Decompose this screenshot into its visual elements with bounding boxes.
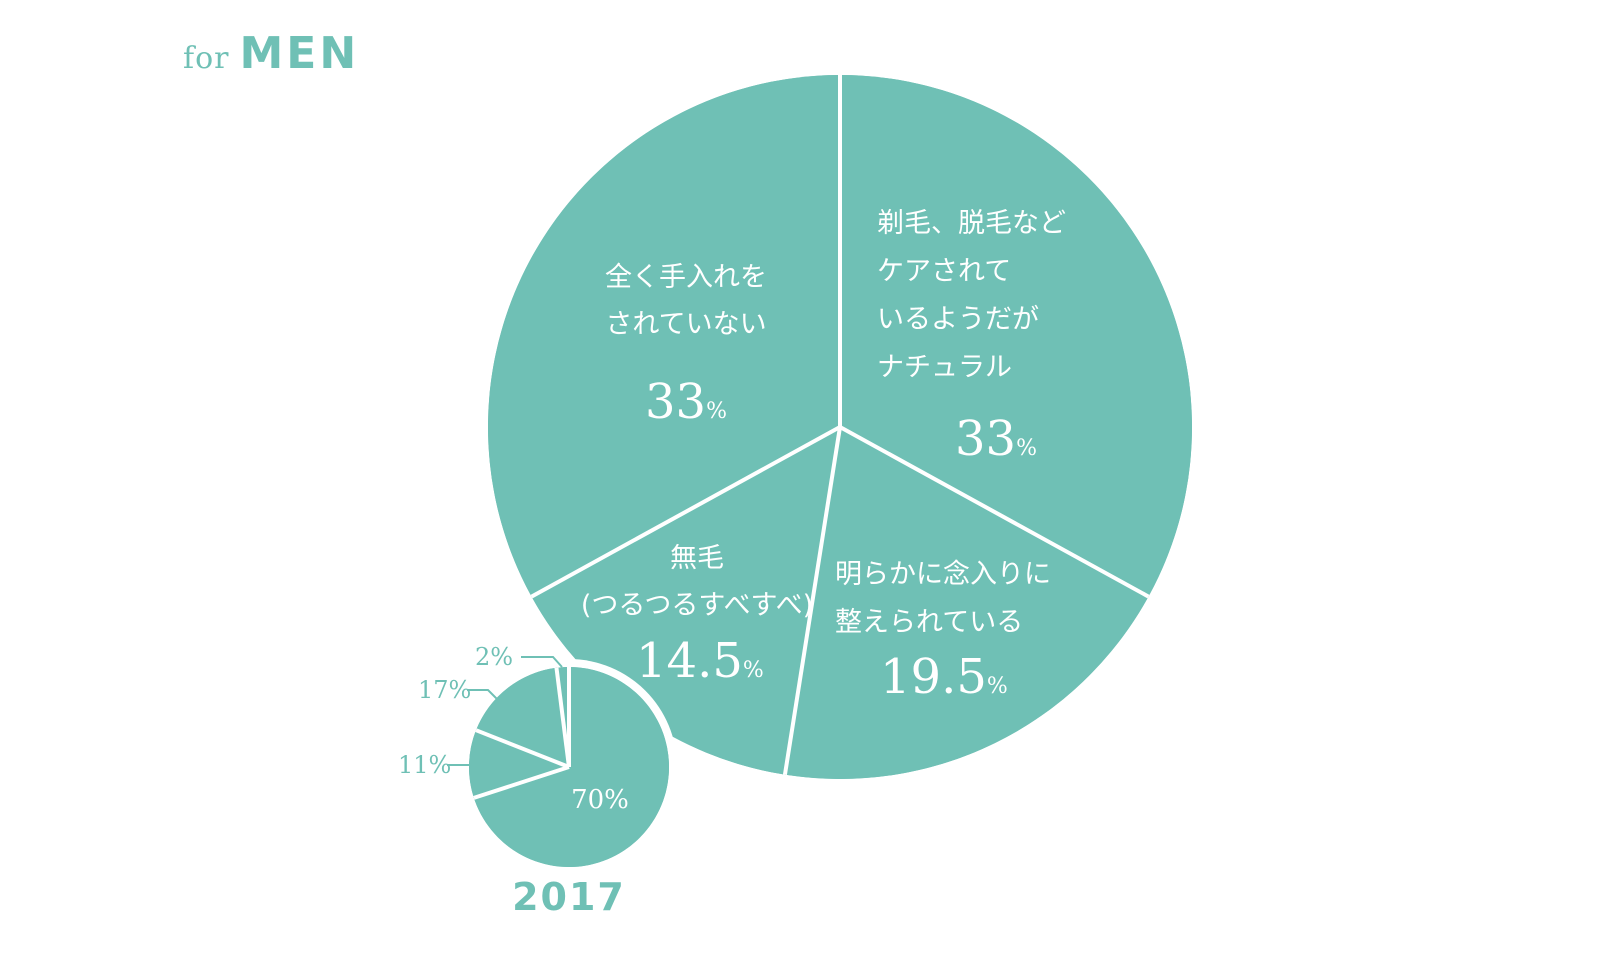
percent-sign: % bbox=[743, 658, 764, 683]
main-slice-1-label-line-4: ナチュラル bbox=[877, 352, 1012, 383]
leader-line-17 bbox=[467, 689, 499, 701]
main-slice-2-label-line-2: 整えられている bbox=[835, 607, 1023, 638]
small-divider-4 bbox=[554, 667, 571, 768]
small-slice-1 bbox=[473, 667, 669, 867]
main-slice-1 bbox=[840, 75, 1193, 597]
main-slice-1-label-line-3: いるようだが bbox=[877, 304, 1039, 335]
leader-line-2 bbox=[521, 656, 563, 668]
small-slice-3 bbox=[476, 667, 569, 767]
main-slice-2 bbox=[784, 427, 1149, 780]
header-men: MEN bbox=[239, 28, 360, 79]
main-slice-1-label-line-2: ケアされて bbox=[877, 256, 1011, 287]
main-divider-4 bbox=[530, 425, 841, 599]
main-slice-3-value: 14.5% bbox=[636, 633, 764, 689]
main-divider-3 bbox=[782, 426, 842, 775]
percent-sign: % bbox=[987, 674, 1008, 699]
header-for: for bbox=[183, 41, 230, 76]
small-divider-3 bbox=[475, 728, 570, 769]
main-slice-4 bbox=[488, 75, 840, 597]
main-slice-3-label-line-1: 無毛 bbox=[670, 543, 724, 574]
small-slice-2-label: 11% bbox=[398, 751, 451, 779]
chart-header: for MEN bbox=[183, 28, 359, 79]
main-slice-1-label-line-1: 剃毛、脱毛など bbox=[877, 208, 1066, 239]
main-slice-2-value: 19.5% bbox=[880, 649, 1008, 705]
main-slice-3-label-line-2: (つるつるすべすべ) bbox=[581, 590, 813, 621]
small-pie-title: 2017 bbox=[512, 875, 626, 919]
main-slice-4-label-line-2: されていない bbox=[605, 309, 766, 340]
main-slice-4-label-line-1: 全く手入れを bbox=[605, 262, 767, 293]
main-slice-2-label-line-1: 明らかに念入りに bbox=[835, 559, 1051, 590]
small-divider-2 bbox=[473, 765, 570, 800]
main-divider-2 bbox=[839, 425, 1150, 599]
small-slice-4-label: 2% bbox=[475, 643, 513, 671]
small-slice-2 bbox=[468, 730, 569, 798]
percent-sign: % bbox=[706, 399, 727, 424]
small-slice-1-label: 70% bbox=[571, 785, 629, 815]
percent-sign: % bbox=[1016, 436, 1037, 461]
small-slice-3-label: 17% bbox=[418, 676, 471, 704]
